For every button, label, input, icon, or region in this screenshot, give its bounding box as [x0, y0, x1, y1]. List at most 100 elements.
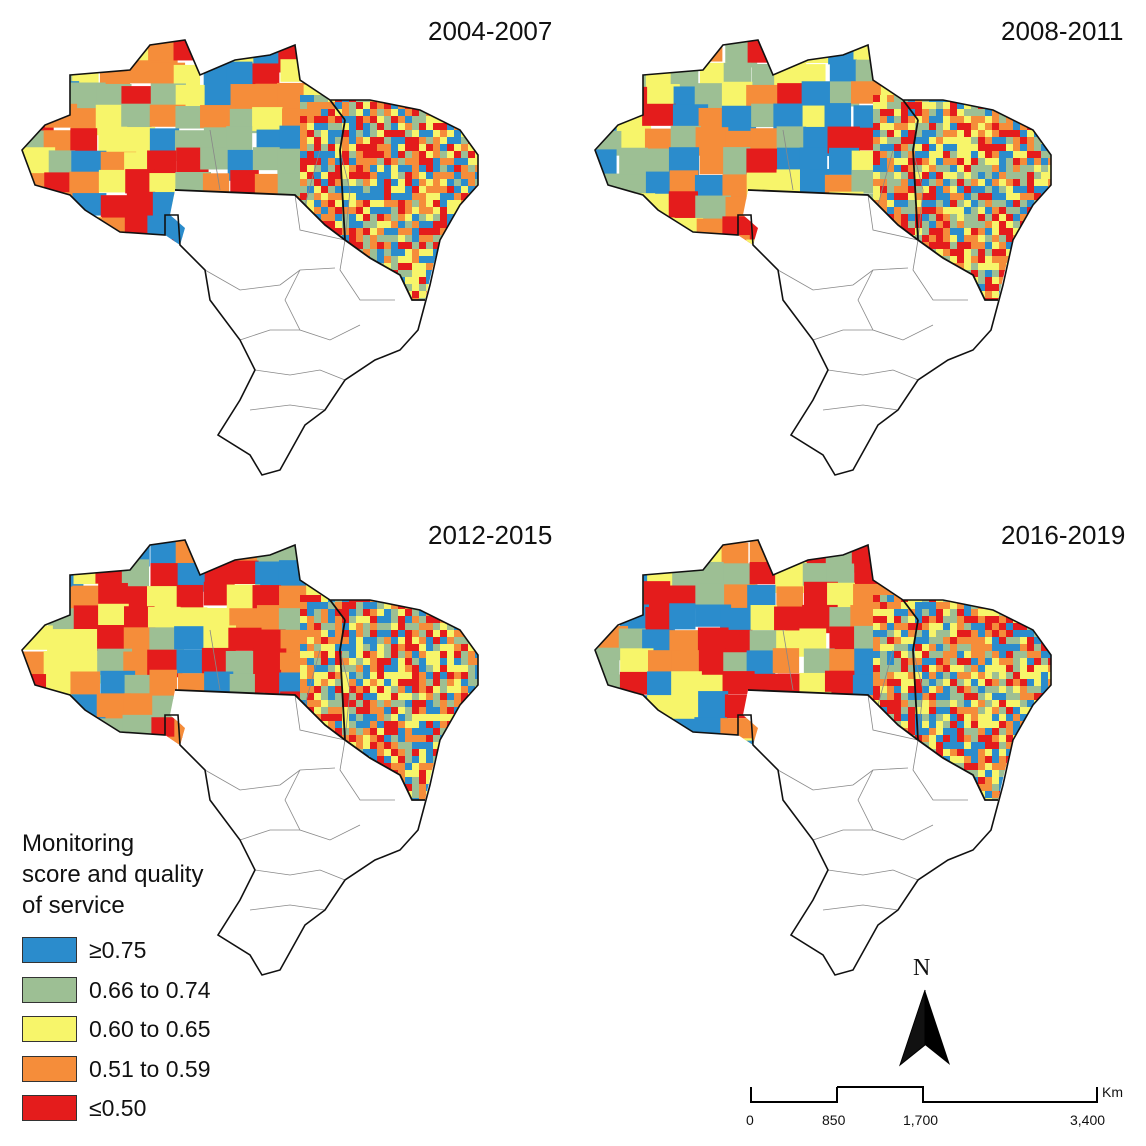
municipality — [405, 95, 413, 103]
municipality — [1020, 109, 1028, 117]
municipality — [342, 679, 350, 687]
state-border — [294, 694, 346, 741]
municipality — [426, 637, 434, 645]
municipality — [1013, 742, 1021, 750]
municipality — [405, 200, 413, 208]
municipality — [342, 665, 350, 673]
municipality — [1055, 728, 1063, 736]
municipality — [440, 777, 448, 785]
municipality — [773, 103, 808, 131]
municipality — [908, 130, 916, 138]
municipality — [1013, 749, 1021, 757]
municipality — [307, 151, 315, 159]
municipality — [1055, 102, 1063, 110]
municipality — [1006, 721, 1014, 729]
municipality — [1034, 679, 1042, 687]
municipality — [412, 595, 420, 603]
municipality — [957, 595, 965, 603]
municipality — [300, 623, 308, 631]
municipality — [342, 144, 350, 152]
municipality — [328, 165, 336, 173]
municipality — [454, 179, 462, 187]
municipality — [398, 151, 406, 159]
municipality — [595, 739, 620, 764]
municipality — [321, 95, 329, 103]
municipality — [1027, 805, 1035, 813]
municipality — [419, 644, 427, 652]
municipality — [377, 651, 385, 659]
municipality — [328, 102, 336, 110]
municipality — [405, 749, 413, 757]
municipality — [915, 144, 923, 152]
municipality — [482, 151, 490, 159]
municipality — [1020, 165, 1028, 173]
municipality — [908, 721, 916, 729]
municipality — [482, 186, 490, 194]
municipality — [412, 242, 420, 250]
municipality — [426, 693, 434, 701]
municipality — [328, 151, 336, 159]
municipality — [915, 109, 923, 117]
municipality — [398, 721, 406, 729]
municipality — [1006, 95, 1014, 103]
municipality — [950, 123, 958, 131]
municipality — [887, 623, 895, 631]
municipality — [978, 749, 986, 757]
municipality — [433, 637, 441, 645]
municipality — [901, 693, 909, 701]
municipality — [1020, 291, 1028, 299]
municipality — [398, 270, 406, 278]
municipality — [391, 679, 399, 687]
municipality — [391, 186, 399, 194]
municipality — [363, 144, 371, 152]
municipality — [405, 130, 413, 138]
municipality — [475, 228, 478, 236]
municipality — [342, 179, 350, 187]
municipality — [978, 735, 986, 743]
municipality — [950, 658, 958, 666]
municipality — [412, 658, 420, 666]
municipality — [433, 270, 441, 278]
municipality — [943, 700, 951, 708]
municipality — [391, 158, 399, 166]
municipality — [342, 602, 350, 610]
municipality — [412, 137, 420, 145]
municipality — [1048, 123, 1051, 131]
municipality — [391, 95, 399, 103]
municipality — [873, 151, 881, 159]
municipality — [370, 651, 378, 659]
municipality — [377, 672, 385, 680]
municipality — [1041, 623, 1049, 631]
municipality — [482, 742, 490, 750]
municipality — [398, 130, 406, 138]
municipality — [454, 95, 462, 103]
municipality — [992, 651, 1000, 659]
municipality — [447, 95, 455, 103]
municipality — [321, 186, 329, 194]
municipality — [314, 193, 322, 201]
municipality — [398, 630, 406, 638]
municipality — [419, 249, 427, 257]
municipality — [1013, 95, 1021, 103]
municipality — [363, 242, 371, 250]
municipality — [957, 200, 965, 208]
municipality — [887, 658, 895, 666]
municipality — [978, 665, 986, 673]
municipality — [1027, 270, 1035, 278]
municipality — [468, 214, 476, 222]
municipality — [1041, 277, 1049, 285]
municipality — [363, 721, 371, 729]
municipality — [1013, 291, 1021, 299]
municipality — [433, 102, 441, 110]
municipality — [957, 693, 965, 701]
municipality — [176, 649, 204, 674]
municipality — [1055, 791, 1063, 799]
municipality — [370, 151, 378, 159]
municipality — [1013, 756, 1021, 764]
municipality — [482, 686, 490, 694]
municipality — [356, 644, 364, 652]
municipality — [1027, 770, 1035, 778]
municipality — [1055, 284, 1063, 292]
municipality — [964, 756, 972, 764]
municipality — [999, 742, 1007, 750]
